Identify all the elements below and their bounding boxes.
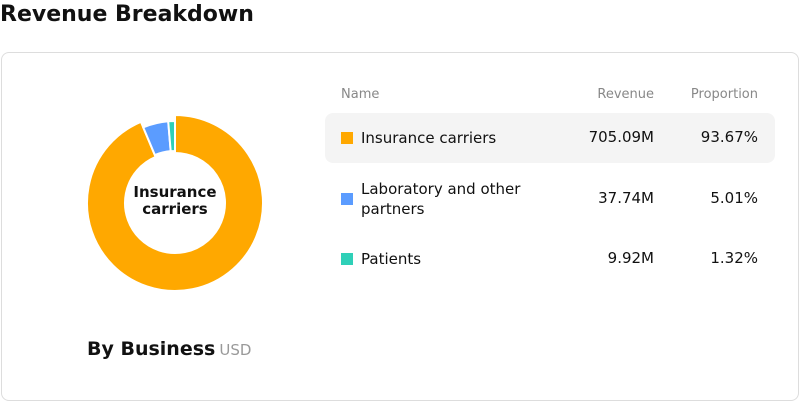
- page-title: Revenue Breakdown: [0, 2, 254, 27]
- row-name: Laboratory and other partners: [361, 180, 521, 218]
- row-name: Insurance carriers: [361, 129, 497, 147]
- row-highlight: [325, 113, 775, 163]
- row-revenue: 9.92M: [607, 249, 654, 267]
- legend-swatch: [341, 193, 353, 205]
- center-label: Insurance carriers: [133, 183, 217, 218]
- row-revenue: 705.09M: [588, 128, 654, 146]
- legend-swatch: [341, 132, 353, 144]
- chart-title: By Business: [87, 338, 216, 360]
- header-name: Name: [341, 87, 380, 102]
- donut-slice: [86, 113, 264, 292]
- row-name: Patients: [361, 250, 422, 268]
- card: [1, 52, 799, 401]
- row-revenue: 37.74M: [598, 189, 654, 207]
- row-proportion: 1.32%: [710, 249, 758, 267]
- row-proportion: 93.67%: [700, 128, 758, 146]
- header-proportion: Proportion: [690, 87, 758, 102]
- donut-slice: [167, 119, 176, 153]
- legend-swatch: [341, 253, 353, 265]
- unit: USD: [219, 341, 252, 359]
- chart-caption: By Business USD: [87, 338, 251, 360]
- row-proportion: 5.01%: [710, 189, 758, 207]
- header-revenue: Revenue: [597, 87, 654, 102]
